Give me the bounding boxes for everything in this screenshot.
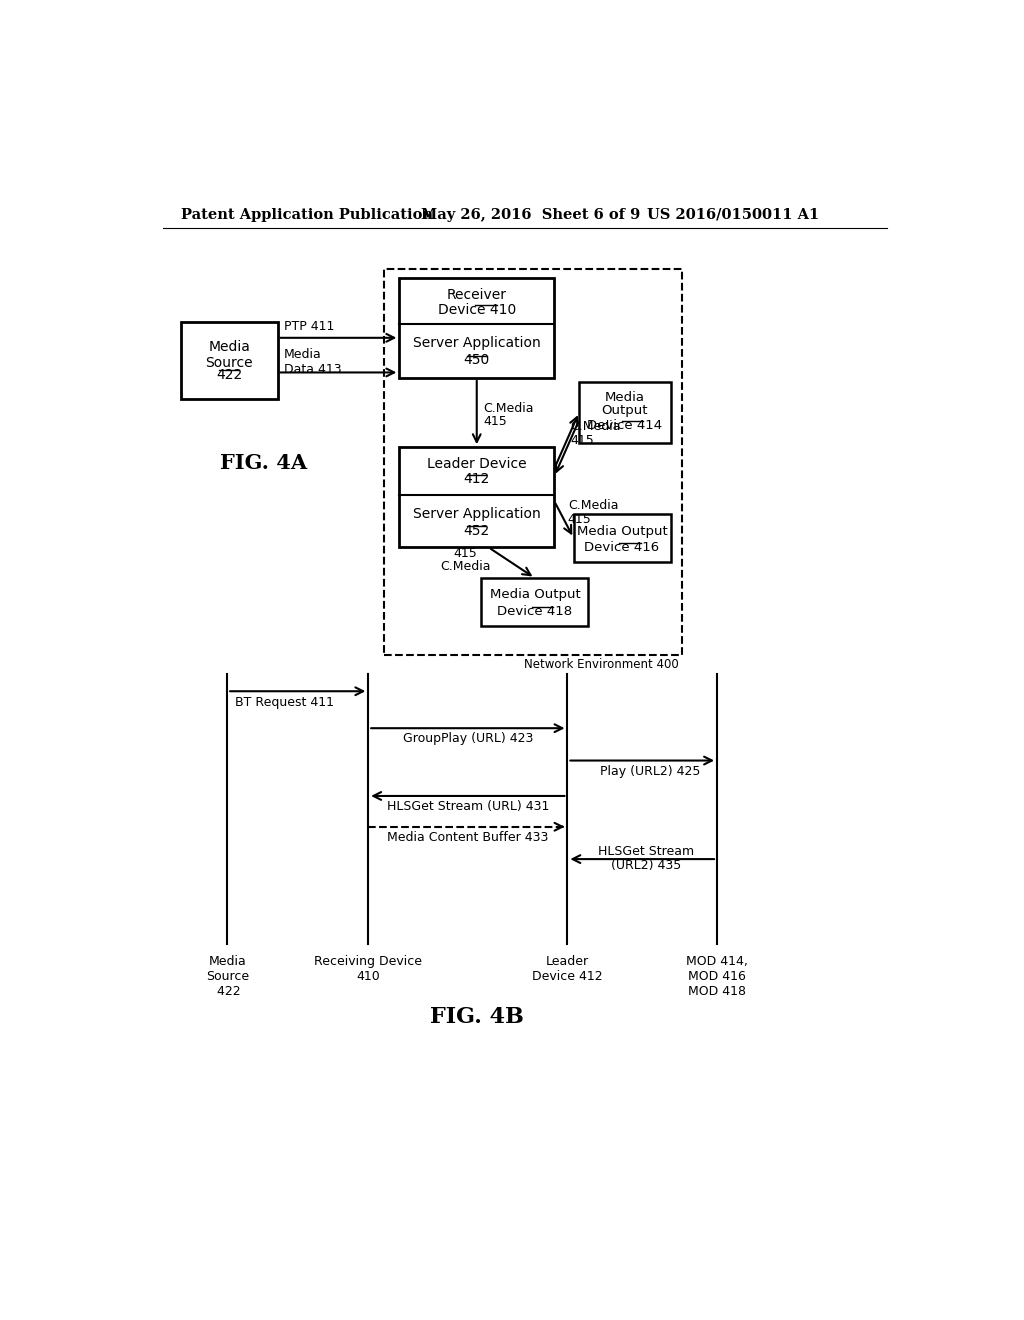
Text: FIG. 4A: FIG. 4A <box>220 453 307 473</box>
Text: Patent Application Publication: Patent Application Publication <box>180 207 433 222</box>
Bar <box>579 381 671 444</box>
Bar <box>399 447 554 548</box>
Text: Media: Media <box>605 391 645 404</box>
Text: HLSGet Stream (URL) 431: HLSGet Stream (URL) 431 <box>387 800 549 813</box>
Text: Receiving Device
410: Receiving Device 410 <box>314 954 422 982</box>
Text: Play (URL2) 425: Play (URL2) 425 <box>600 764 700 777</box>
Text: PTP 411: PTP 411 <box>284 319 334 333</box>
Text: US 2016/0150011 A1: US 2016/0150011 A1 <box>647 207 819 222</box>
Text: C.Media: C.Media <box>440 560 490 573</box>
Text: FIG. 4B: FIG. 4B <box>430 1006 523 1028</box>
Text: Receiver: Receiver <box>446 288 507 302</box>
Text: C.Media: C.Media <box>483 403 534 416</box>
Text: 415: 415 <box>570 434 594 447</box>
Text: C.Media: C.Media <box>570 420 621 433</box>
Text: 415: 415 <box>483 416 507 428</box>
Text: Media Output: Media Output <box>577 524 668 537</box>
Text: C.Media: C.Media <box>568 499 618 512</box>
Text: Leader Device: Leader Device <box>427 457 526 471</box>
Bar <box>180 322 278 400</box>
Text: Media Output: Media Output <box>489 589 581 602</box>
Text: Device 410: Device 410 <box>437 304 516 317</box>
Text: Server Application: Server Application <box>413 507 541 521</box>
Text: Media Content Buffer 433: Media Content Buffer 433 <box>387 832 549 843</box>
Text: Device 414: Device 414 <box>587 418 663 432</box>
Text: (URL2) 435: (URL2) 435 <box>611 859 681 871</box>
Text: 415: 415 <box>454 546 477 560</box>
Bar <box>481 578 589 626</box>
Text: May 26, 2016  Sheet 6 of 9: May 26, 2016 Sheet 6 of 9 <box>421 207 640 222</box>
Text: 450: 450 <box>464 354 489 367</box>
Text: BT Request 411: BT Request 411 <box>234 696 334 709</box>
Text: Output: Output <box>601 404 648 417</box>
Text: HLSGet Stream: HLSGet Stream <box>598 845 694 858</box>
Text: Media
Source
 422: Media Source 422 <box>206 954 249 998</box>
Text: 415: 415 <box>568 513 592 527</box>
Text: Server Application: Server Application <box>413 337 541 350</box>
Text: 452: 452 <box>464 524 489 539</box>
Text: GroupPlay (URL) 423: GroupPlay (URL) 423 <box>402 733 534 746</box>
Text: Device 416: Device 416 <box>585 541 659 554</box>
Text: Leader
Device 412: Leader Device 412 <box>532 954 603 982</box>
Bar <box>399 277 554 378</box>
Text: 422: 422 <box>216 368 243 381</box>
Text: Media
Data 413: Media Data 413 <box>284 348 341 376</box>
Text: Device 418: Device 418 <box>498 605 572 618</box>
Text: Media
Source: Media Source <box>206 339 253 370</box>
Text: Network Environment 400: Network Environment 400 <box>524 659 679 671</box>
Text: 412: 412 <box>464 473 489 487</box>
Bar <box>384 268 682 655</box>
Text: MOD 414,
MOD 416
MOD 418: MOD 414, MOD 416 MOD 418 <box>686 954 748 998</box>
Bar <box>573 515 671 562</box>
